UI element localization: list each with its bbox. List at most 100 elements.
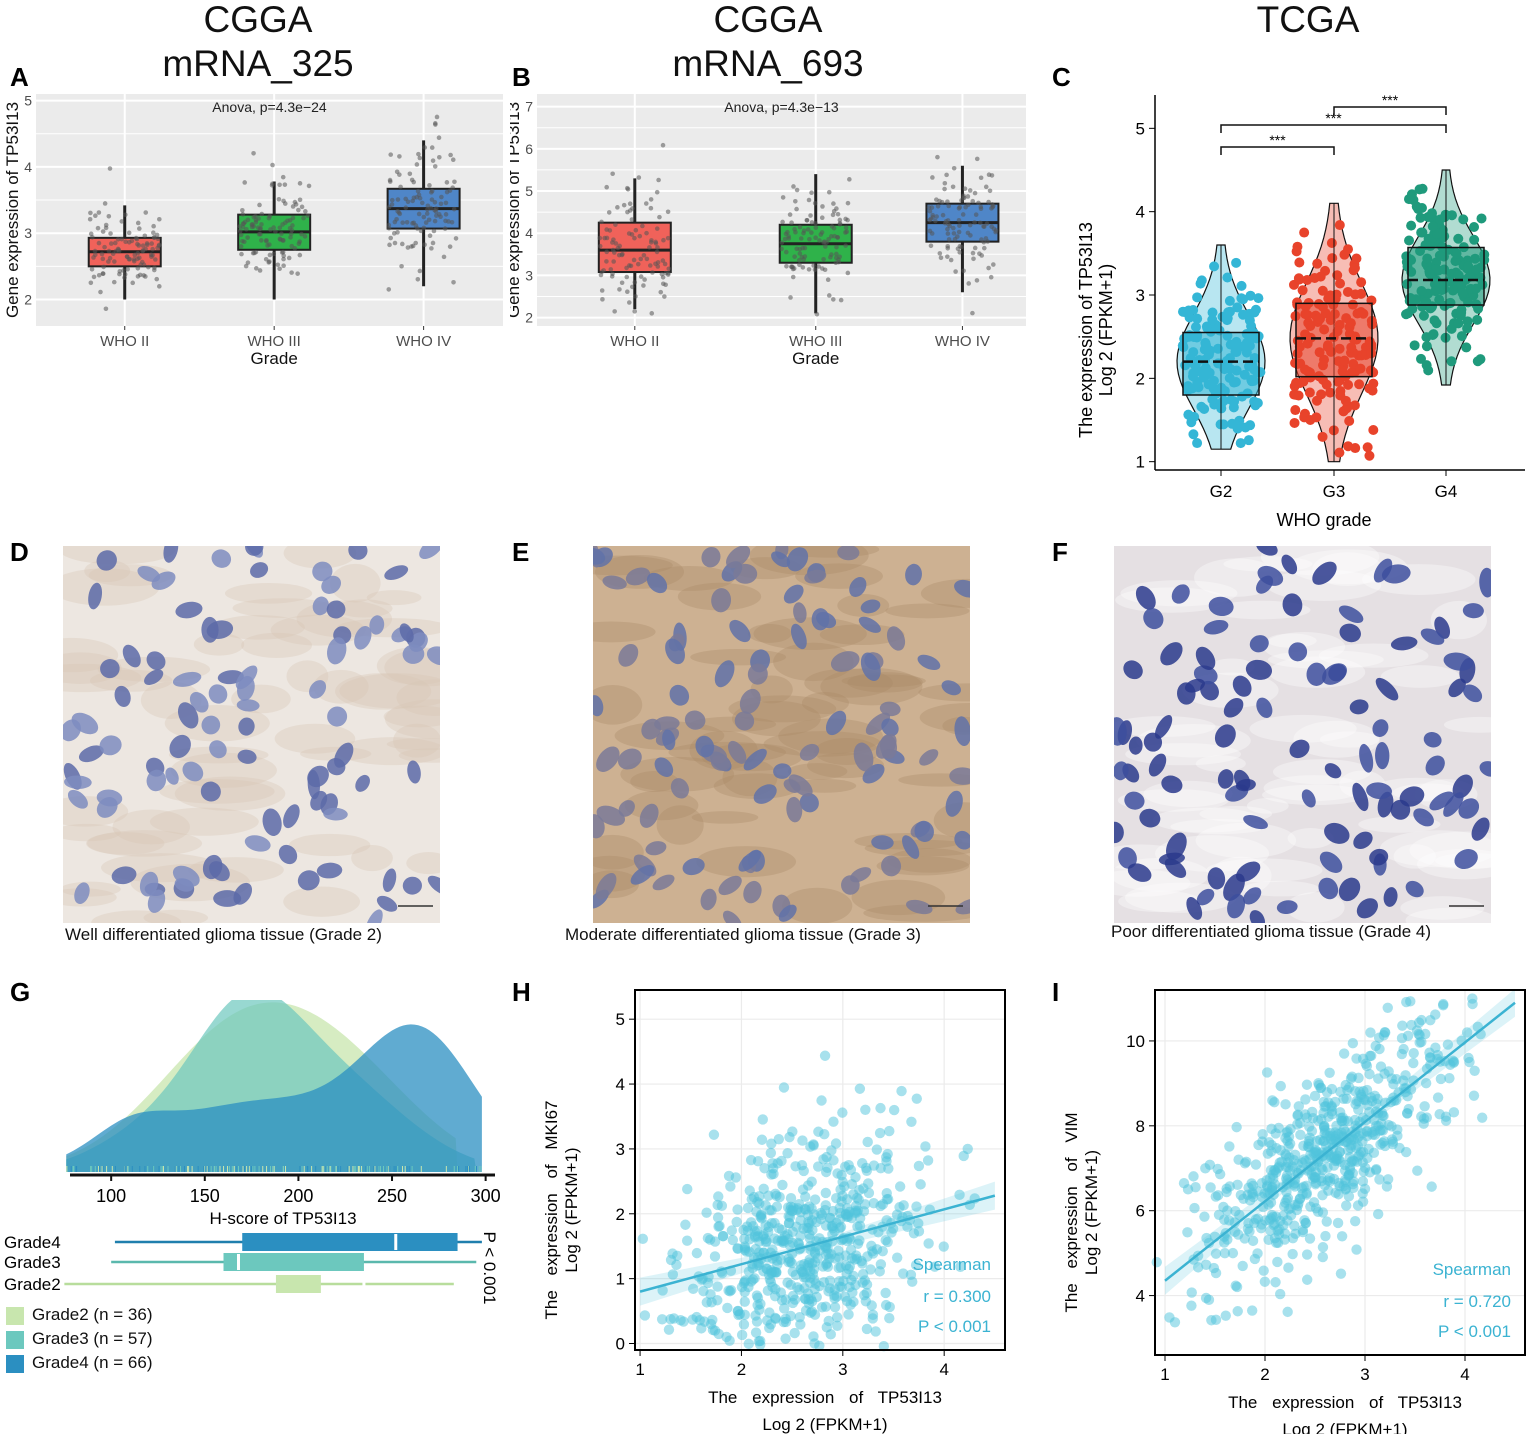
data-point — [289, 270, 294, 275]
data-point — [277, 266, 282, 272]
cell-nucleus — [139, 871, 159, 897]
significance-bracket — [1220, 146, 1335, 155]
cell-nucleus — [1420, 628, 1445, 645]
data-point — [819, 215, 825, 221]
data-point — [986, 265, 991, 271]
data-point — [688, 1283, 699, 1295]
data-point — [945, 254, 950, 259]
cell-nucleus — [236, 699, 260, 712]
data-point — [1350, 443, 1361, 454]
data-point — [1423, 365, 1434, 376]
cell-nucleus — [1196, 888, 1215, 906]
data-point — [625, 186, 631, 192]
cell-nucleus — [165, 767, 179, 785]
data-point — [411, 179, 417, 185]
data-point — [852, 1238, 864, 1249]
cell-nucleus — [262, 808, 282, 837]
data-point — [1222, 272, 1233, 283]
cell-nucleus — [1443, 652, 1474, 671]
data-point — [923, 1238, 934, 1249]
data-point — [88, 280, 94, 286]
cell-nucleus — [1479, 567, 1491, 598]
data-point — [1192, 1262, 1204, 1273]
y-tick-label: 6 — [1136, 1202, 1145, 1221]
data-point — [263, 256, 269, 262]
cell-nucleus — [954, 830, 970, 850]
cell-nucleus — [630, 865, 655, 885]
data-point — [387, 177, 393, 183]
data-point — [410, 221, 415, 226]
stroma-patch — [1243, 880, 1320, 897]
y-tick-label: 4 — [24, 159, 32, 175]
data-point — [1335, 278, 1346, 289]
data-point — [741, 1246, 752, 1257]
cell-nucleus — [244, 835, 271, 852]
cell-nucleus — [1349, 699, 1369, 715]
data-point — [1425, 303, 1436, 314]
data-point — [839, 1161, 851, 1172]
y-axis-title-2: Log 2 (FPKM+1) — [1096, 264, 1116, 397]
y-tick-label: 4 — [525, 225, 533, 241]
data-point — [884, 1125, 895, 1137]
data-point — [1231, 1281, 1243, 1293]
data-point — [713, 1191, 724, 1202]
data-point — [672, 1250, 683, 1261]
data-point — [1406, 220, 1417, 231]
data-point — [1224, 1141, 1235, 1152]
y-tick-label: 5 — [24, 93, 32, 109]
data-point — [875, 1102, 886, 1114]
data-point — [663, 282, 668, 288]
data-point — [259, 211, 265, 217]
data-point — [244, 226, 249, 232]
data-point — [736, 1329, 748, 1341]
data-point — [649, 311, 655, 316]
data-point — [155, 236, 161, 242]
data-point — [1442, 1039, 1454, 1050]
stroma-patch — [1249, 714, 1357, 743]
data-point — [238, 244, 244, 249]
panel-label-a: A — [10, 62, 29, 92]
data-point — [696, 1323, 707, 1334]
data-point — [945, 231, 951, 236]
cell-nucleus — [1405, 880, 1424, 898]
data-point — [808, 213, 813, 218]
data-point — [145, 242, 150, 248]
cell-nucleus — [1352, 782, 1369, 812]
data-point — [778, 1082, 790, 1093]
data-point — [897, 1268, 909, 1279]
data-point — [829, 1301, 841, 1313]
group-label-grade3: Grade3 — [4, 1253, 61, 1272]
data-point — [730, 1172, 742, 1183]
title-c: TCGA — [1188, 0, 1428, 40]
data-point — [862, 1251, 873, 1262]
data-point — [88, 210, 93, 216]
cell-nucleus — [1160, 642, 1183, 666]
data-point — [798, 1223, 809, 1234]
data-point — [834, 251, 839, 257]
data-point — [868, 1197, 879, 1209]
stroma-patch — [841, 674, 926, 688]
data-point — [399, 263, 404, 269]
data-point — [972, 220, 977, 225]
data-point — [1344, 416, 1355, 427]
stroma-patch — [398, 748, 440, 763]
data-point — [1183, 409, 1194, 420]
data-point — [739, 1286, 750, 1298]
data-point — [108, 231, 113, 236]
data-point — [395, 197, 401, 202]
stroma-patch — [593, 685, 643, 725]
stroma-patch — [1117, 789, 1229, 812]
data-point — [627, 201, 633, 207]
y-tick-label: 1 — [616, 1270, 625, 1289]
data-point — [822, 1243, 833, 1254]
data-point — [1306, 1106, 1318, 1118]
data-point — [141, 262, 147, 267]
cell-nucleus — [384, 565, 409, 580]
x-axis-title-2: Log 2 (FPKM+1) — [1282, 1420, 1407, 1434]
data-point — [823, 1315, 834, 1327]
group-label-grade2: Grade2 — [4, 1275, 61, 1294]
x-tick-label: WHO III — [248, 333, 301, 350]
data-point — [960, 212, 966, 217]
data-point — [1456, 307, 1467, 318]
data-point — [1469, 1065, 1480, 1076]
